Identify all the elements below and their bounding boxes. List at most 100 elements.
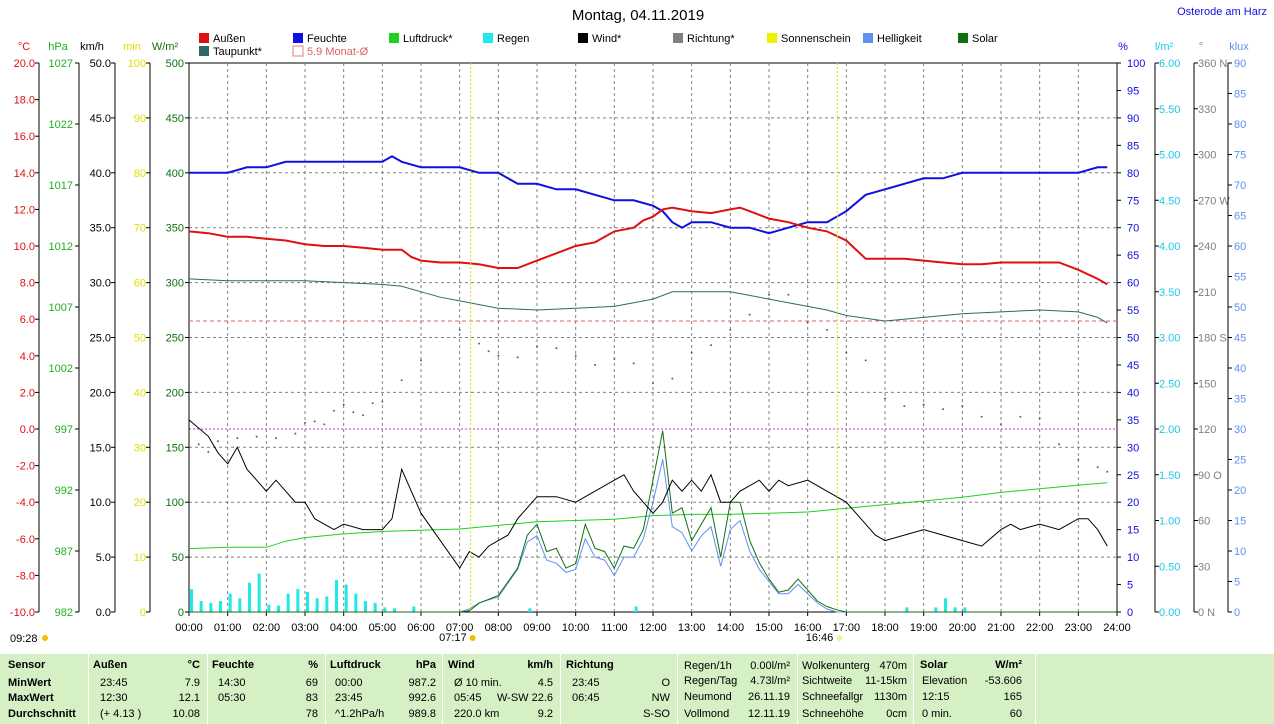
deg-tick-label: 210 <box>1198 287 1216 299</box>
min-tick-label: 10 <box>134 552 146 564</box>
klux-tick-label: 90 <box>1234 58 1246 70</box>
rain-bar <box>953 607 957 612</box>
x-tick-label: 18:00 <box>871 622 899 634</box>
direction-dot <box>1077 458 1080 461</box>
wind-value: 4.5 <box>537 677 553 689</box>
wm2-tick-label: 200 <box>166 387 184 399</box>
direction-dot <box>362 414 364 417</box>
row-label: MinWert <box>8 677 52 689</box>
direction-dot <box>884 397 886 400</box>
x-tick-label: 17:00 <box>833 622 861 634</box>
legend-swatch <box>483 33 493 43</box>
deg-tick-label: 120 <box>1198 424 1216 436</box>
kmh-tick-label: 10.0 <box>90 497 111 509</box>
rain-bar <box>325 596 329 612</box>
solar-stat-value: 60 <box>1009 708 1022 720</box>
wind-label: 220.0 km <box>454 708 500 720</box>
aussen-time: 23:45 <box>100 677 128 689</box>
footer-divider <box>677 654 678 724</box>
rain-stat-label: Vollmond <box>684 708 730 720</box>
legend-label: Außen <box>213 33 245 45</box>
rain-bar <box>528 608 532 612</box>
pressure-line <box>188 482 1108 550</box>
lm2-tick-label: 5.50 <box>1159 104 1180 116</box>
kmh-tick-label: 40.0 <box>90 168 111 180</box>
temp-tick-label: 10.0 <box>14 241 35 253</box>
legend-label: 5.9 Monat-Ø <box>307 46 369 58</box>
outside-temp-line <box>188 206 1108 286</box>
x-tick-label: 06:00 <box>407 622 435 634</box>
klux-tick-label: 10 <box>1234 546 1246 558</box>
x-tick-label: 10:00 <box>562 622 590 634</box>
sunrise-label: 07:17 <box>439 632 467 644</box>
direction-dot <box>381 400 384 403</box>
deg-tick-label: 330 <box>1198 104 1216 116</box>
kmh-tick-label: 35.0 <box>90 223 111 235</box>
feuchte-value: 78 <box>305 708 318 720</box>
wind-direction: W-SW <box>497 692 529 704</box>
x-tick-label: 01:00 <box>214 622 242 634</box>
rain-bar <box>344 584 348 612</box>
x-tick-label: 02:00 <box>253 622 281 634</box>
pct-tick-label: 95 <box>1127 85 1139 97</box>
wind-label: 05:45 <box>454 692 482 704</box>
feuchte-time: 05:30 <box>218 692 246 704</box>
pct-tick-label: 60 <box>1127 278 1139 290</box>
x-tick-label: 21:00 <box>987 622 1015 634</box>
rain-stat-value: 0.00l/m² <box>750 660 790 672</box>
min-tick-label: 20 <box>134 497 146 509</box>
pct-tick-label: 75 <box>1127 195 1139 207</box>
legend-swatch <box>199 46 209 56</box>
x-tick-label: 14:00 <box>717 622 745 634</box>
temp-tick-label: 2.0 <box>20 387 35 399</box>
direction-dot <box>275 437 277 440</box>
rain-bar <box>905 607 909 612</box>
direction-dot <box>690 351 693 354</box>
cloud-stat-value: 0cm <box>886 708 907 720</box>
klux-tick-label: 45 <box>1234 333 1246 345</box>
row-label: MaxWert <box>8 692 54 704</box>
direction-dot <box>487 350 490 353</box>
header-feuchte: Feuchte <box>212 659 255 671</box>
kmh-tick-label: 50.0 <box>90 58 111 70</box>
temp-tick-label: -8.0 <box>16 570 35 582</box>
direction-dot <box>903 405 906 408</box>
deg-tick-label: 0 N <box>1198 607 1215 619</box>
wm2-unit-label: W/m² <box>152 41 179 53</box>
pct-tick-label: 85 <box>1127 140 1139 152</box>
hpa-tick-label: 1017 <box>49 180 73 192</box>
x-tick-label: 03:00 <box>291 622 319 634</box>
rain-bar <box>634 606 638 612</box>
min-tick-label: 50 <box>134 333 146 345</box>
kmh-tick-label: 30.0 <box>90 278 111 290</box>
feuchte-time: 14:30 <box>218 677 246 689</box>
direction-dot <box>536 345 538 348</box>
wm2-tick-label: 300 <box>166 278 184 290</box>
lm2-tick-label: 1.00 <box>1159 516 1180 528</box>
pct-tick-label: 55 <box>1127 305 1139 317</box>
rain-bar <box>335 579 338 612</box>
direction-dot <box>371 402 374 405</box>
dewpoint-line <box>188 278 1108 324</box>
hpa-unit-label: hPa <box>48 41 68 53</box>
rain-bar <box>190 589 193 612</box>
lm2-tick-label: 0.00 <box>1159 607 1180 619</box>
rain-bar <box>199 601 203 612</box>
pct-tick-label: 40 <box>1127 387 1139 399</box>
direction-dot <box>864 359 867 362</box>
temp-tick-label: -2.0 <box>16 461 35 473</box>
aussen-time: 12:30 <box>100 692 128 704</box>
hpa-tick-label: 982 <box>55 607 73 619</box>
rain-stat-value: 12.11.19 <box>747 708 790 720</box>
x-tick-label: 00:00 <box>175 622 203 634</box>
aussen-value: 12.1 <box>178 692 200 704</box>
direction-dot <box>400 379 403 382</box>
luftdruck-time: ^1.2hPa/h <box>335 708 385 720</box>
header-aussen-unit: °C <box>187 659 200 671</box>
luftdruck-value: 992.6 <box>408 692 436 704</box>
brightness-line <box>189 459 1117 613</box>
lm2-tick-label: 2.00 <box>1159 424 1180 436</box>
luftdruck-value: 987.2 <box>408 677 436 689</box>
rain-bar <box>364 601 367 612</box>
x-tick-label: 05:00 <box>369 622 397 634</box>
